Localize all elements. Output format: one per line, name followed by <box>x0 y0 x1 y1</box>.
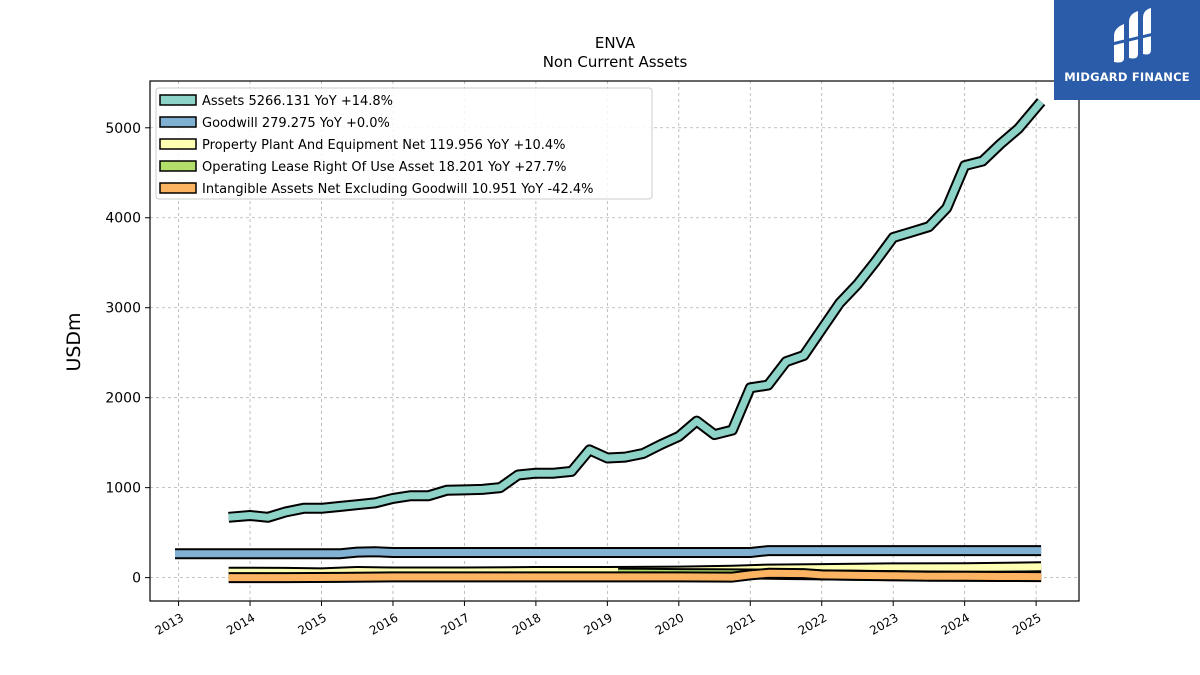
legend-entry: Intangible Assets Net Excluding Goodwill… <box>202 182 593 197</box>
brand-name: MIDGARD FINANCE <box>1064 70 1190 84</box>
x-tick-label: 2015 <box>296 610 329 637</box>
y-tick-label: 3000 <box>105 301 141 317</box>
series-layer <box>175 98 1046 584</box>
brand-mark-icon <box>1111 8 1155 63</box>
legend-swatch <box>159 138 197 150</box>
series-line-assets <box>228 99 1044 521</box>
x-axis: 2013 2014 2015 2016 2017 2018 2019 2020 2021 2022… <box>153 601 1044 638</box>
legend-swatch <box>159 182 197 194</box>
y-tick-label: 5000 <box>105 121 141 137</box>
y-axis-label: USDm <box>63 312 85 371</box>
y-tick-label: 2000 <box>105 391 141 407</box>
legend-entry: Property Plant And Equipment Net 119.956… <box>202 138 566 153</box>
y-tick-label: 1000 <box>105 481 141 497</box>
y-axis: 0 1000 2000 3000 4000 5000 <box>105 121 150 587</box>
chart-subtitle: Non Current Assets <box>543 53 688 71</box>
series-line-intangible-assets-net-excluding-goodwill <box>228 569 1042 582</box>
x-tick-label: 2013 <box>153 610 186 637</box>
x-tick-label: 2025 <box>1010 610 1043 637</box>
legend-entry: Assets 5266.131 YoY +14.8% <box>202 94 393 109</box>
y-tick-label: 4000 <box>105 211 141 227</box>
y-tick-label: 0 <box>132 571 141 587</box>
legend-entry: Goodwill 279.275 YoY +0.0% <box>202 116 390 131</box>
x-tick-label: 2021 <box>724 610 757 637</box>
legend-box <box>155 87 653 200</box>
legend-swatch <box>159 94 197 106</box>
plot-frame <box>149 80 1080 602</box>
brand-logo: MIDGARD FINANCE <box>1054 0 1200 100</box>
chart-title: ENVA <box>595 34 636 52</box>
x-tick-label: 2024 <box>939 610 972 637</box>
x-tick-label: 2020 <box>653 610 686 637</box>
x-tick-label: 2019 <box>581 610 614 637</box>
legend-swatch <box>159 116 197 128</box>
x-tick-label: 2017 <box>438 610 471 637</box>
x-tick-label: 2014 <box>224 610 257 637</box>
legend-entry: Operating Lease Right Of Use Asset 18.20… <box>202 160 566 175</box>
legend: Assets 5266.131 YoY +14.8% Goodwill 279.2… <box>155 87 653 200</box>
legend-swatch <box>159 160 197 172</box>
x-tick-label: 2018 <box>510 610 543 637</box>
x-tick-label: 2023 <box>867 610 900 637</box>
x-tick-label: 2016 <box>367 610 400 637</box>
x-tick-label: 2022 <box>796 610 829 637</box>
series-line-goodwill <box>175 547 1042 558</box>
